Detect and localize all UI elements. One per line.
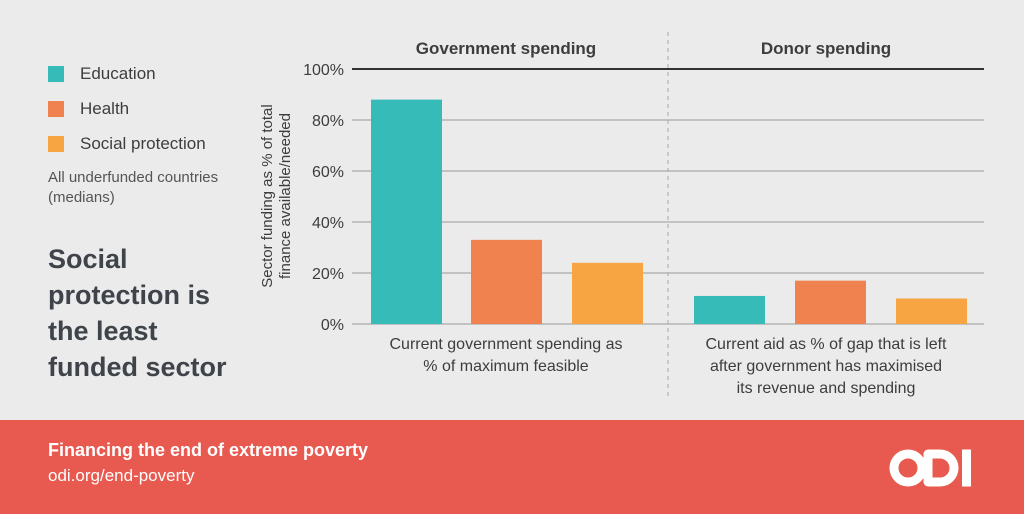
y-tick-label: 0% bbox=[321, 317, 344, 334]
x-axis-label: Current government spending as% of maxim… bbox=[389, 336, 622, 375]
y-tick-label: 80% bbox=[312, 113, 344, 130]
y-tick-label: 60% bbox=[312, 164, 344, 181]
legend-swatch-social-protection bbox=[48, 135, 64, 152]
footer-title: Financing the end of extreme poverty bbox=[48, 440, 369, 460]
bar bbox=[795, 280, 866, 324]
legend-label: Health bbox=[80, 98, 130, 118]
legend-item-health: Health bbox=[48, 91, 206, 126]
panel-title: Government spending bbox=[416, 39, 596, 58]
panel-title: Donor spending bbox=[761, 39, 891, 58]
footer-url[interactable]: odi.org/end-poverty bbox=[48, 466, 195, 485]
y-tick-label: 100% bbox=[303, 62, 344, 79]
legend: Education Health Social protection bbox=[48, 56, 206, 161]
y-axis-label: Sector funding as % of totalfinance avai… bbox=[259, 104, 294, 287]
odi-logo bbox=[889, 449, 971, 487]
legend-label: Education bbox=[80, 63, 156, 83]
legend-label: Social protection bbox=[80, 133, 206, 153]
bar bbox=[896, 298, 967, 324]
bar bbox=[694, 295, 765, 324]
y-tick-label: 40% bbox=[312, 215, 344, 232]
legend-item-education: Education bbox=[48, 56, 206, 91]
headline: Social protection is the least funded se… bbox=[48, 244, 227, 382]
legend-swatch-education bbox=[48, 65, 64, 82]
legend-item-social-protection: Social protection bbox=[48, 126, 206, 161]
legend-swatch-health bbox=[48, 100, 64, 117]
y-tick-label: 20% bbox=[312, 266, 344, 283]
bar-chart: 0% 20% 40% 60% 80% 100% Sector funding as % of… bbox=[259, 32, 984, 398]
bar bbox=[572, 262, 643, 324]
note-text: All underfunded countries (medians) bbox=[48, 169, 219, 206]
footer: Financing the end of extreme poverty odi… bbox=[0, 420, 1024, 514]
bar bbox=[371, 99, 442, 324]
bar bbox=[471, 239, 542, 324]
x-axis-label: Current aid as % of gap that is left afte… bbox=[705, 336, 947, 397]
